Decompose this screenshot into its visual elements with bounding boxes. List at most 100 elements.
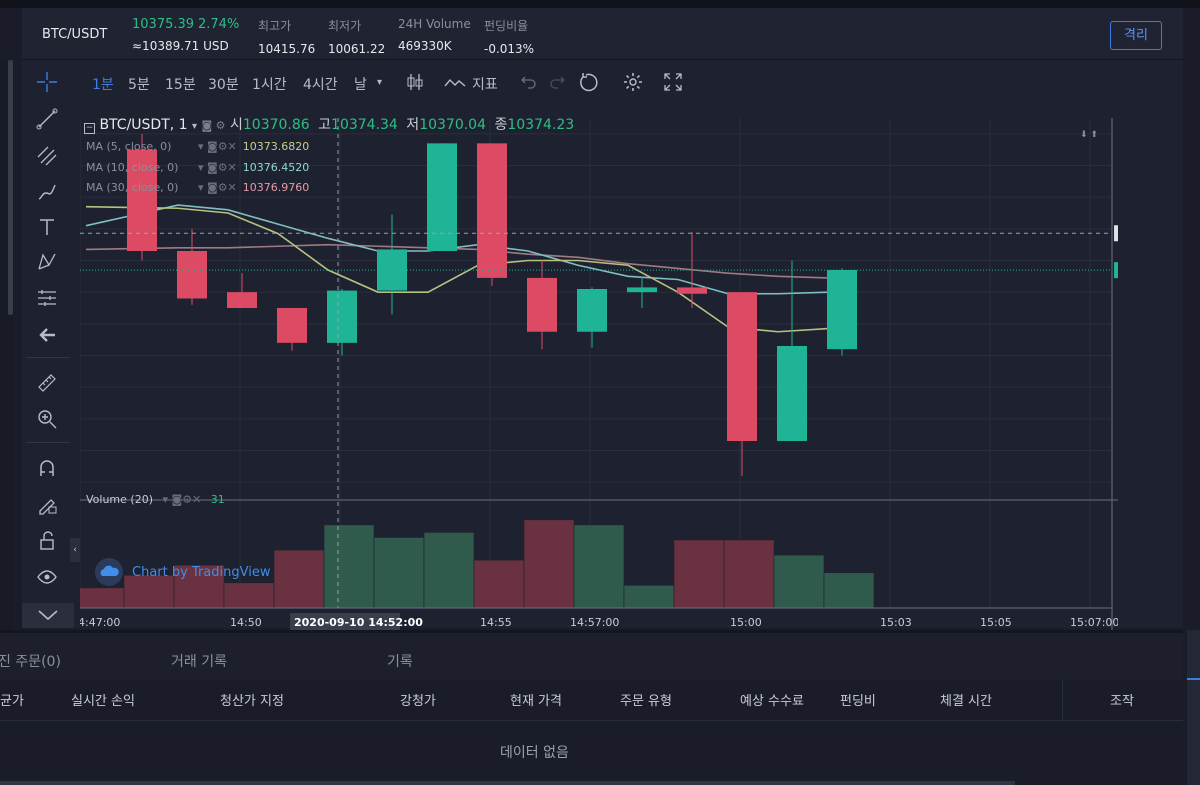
volume-bar (823, 572, 875, 609)
ma-controls-icon: ▾ ◙⚙✕ (198, 140, 237, 153)
indicators-icon[interactable] (444, 74, 466, 90)
stat-label: 최저가 (328, 19, 362, 33)
ma-controls-icon: ▾ ◙⚙✕ (198, 160, 237, 174)
candle-body (677, 287, 707, 294)
redo-icon[interactable] (548, 73, 566, 91)
fullscreen-icon[interactable] (663, 72, 683, 92)
scale-controls-icon[interactable]: ⬇ ⬆ (1080, 130, 1098, 140)
ma-value: 10376.9760 (242, 181, 310, 194)
eye-icon[interactable] (35, 565, 59, 589)
ma-legend-row[interactable]: MA (10, close, 0) ▾ ◙⚙✕ 10376.4520 (86, 158, 309, 179)
timeframe-4h[interactable]: 4시간 (303, 77, 338, 93)
time-tick-label: 15:05 (980, 616, 1012, 629)
stat-funding: 펀딩비율 -0.013% (484, 17, 534, 56)
ma-legend-row[interactable]: MA (5, close, 0) ▾ ◙⚙✕ 10373.6820 (86, 137, 309, 158)
timeframe-1m[interactable]: 1분 (92, 77, 114, 93)
crosshair-icon[interactable] (35, 70, 59, 94)
timeframe-5m[interactable]: 5분 (128, 77, 150, 93)
candle-body (427, 143, 457, 251)
col-fill-time: 체결 시간 (940, 694, 992, 709)
accent-bar (1187, 678, 1200, 680)
last-price-box (1114, 262, 1118, 279)
indicators-button[interactable]: 지표 (472, 77, 498, 93)
header-divider (0, 720, 1183, 721)
col-action: 조작 (1110, 694, 1134, 709)
trend-line-icon[interactable] (35, 107, 59, 131)
column-divider (1062, 680, 1063, 720)
ma-controls-icon: ▾ ◙⚙✕ (198, 181, 237, 194)
price-change: 2.74% (198, 17, 240, 32)
timeframe-1h[interactable]: 1시간 (252, 77, 287, 93)
legend-open: 10370.86 (242, 117, 310, 133)
chevron-down-icon[interactable]: ▾ (377, 77, 383, 88)
candle-body (177, 251, 207, 299)
positions-tabs: 진 주문(0) 거래 기록 기록 (0, 630, 1183, 680)
chevron-down-icon[interactable]: ▾ (192, 121, 198, 132)
horizontal-scrollbar[interactable] (0, 781, 1015, 785)
ma-label: MA (5, close, 0) (86, 140, 172, 153)
candlesticks (127, 133, 857, 476)
volume-bar (373, 537, 425, 609)
volume-bar (773, 554, 825, 609)
collapse-left-icon[interactable]: ‹ (70, 538, 80, 562)
scrollbar-thumb[interactable] (8, 60, 13, 315)
crosshair: 10377.7210375.39 (80, 118, 1118, 608)
candle-type-icon[interactable] (405, 72, 425, 92)
timeframe-15m[interactable]: 15분 (165, 77, 196, 93)
fib-icon[interactable] (35, 144, 59, 168)
candle-body (277, 308, 307, 343)
margin-mode-button[interactable]: 격리 (1110, 21, 1162, 50)
timeframe-day[interactable]: 날 (354, 77, 367, 93)
col-avg-price: 균가 (0, 694, 24, 709)
price-chart[interactable]: 10377.7210375.39 10384.0010382.0010380.0… (80, 104, 1118, 652)
time-tick-label: 15:00 (730, 616, 762, 629)
candle-body (627, 287, 657, 293)
chart-toolbar: 1분 5분 15분 30분 1시간 4시간 날 ▾ 지표 (74, 60, 1183, 104)
legend-buttons-icon[interactable]: ◙ ⚙ (201, 119, 226, 132)
time-tick-label: 14:50 (230, 616, 262, 629)
tab-trade-history[interactable]: 거래 기록 (171, 654, 227, 670)
candle-body (777, 346, 807, 441)
ma-legend-row[interactable]: MA (30, close, 0) ▾ ◙⚙✕ 10376.9760 (86, 178, 309, 199)
measure-lines-icon[interactable] (35, 286, 59, 310)
unlock-icon[interactable] (35, 529, 59, 553)
stat-value: 10061.22 (328, 42, 386, 56)
stat-low: 최저가 10061.22 (328, 17, 385, 56)
collapse-icon[interactable]: − (84, 123, 95, 134)
timeframe-30m[interactable]: 30분 (208, 77, 239, 93)
settings-gear-icon[interactable] (622, 71, 644, 93)
undo-icon[interactable] (520, 73, 538, 91)
toolbar-expand[interactable] (22, 603, 74, 628)
volume-legend[interactable]: Volume (20) ▾ ◙⚙✕ 31 (86, 493, 225, 506)
left-scrollbar[interactable] (0, 60, 14, 630)
legend-symbol[interactable]: BTC/USDT, 1 (99, 117, 188, 133)
legend-high-label: 고 (318, 117, 332, 133)
tab-open-orders[interactable]: 진 주문(0) (0, 654, 61, 670)
arrow-left-icon[interactable] (35, 323, 59, 347)
stat-label: 24H Volume (398, 17, 471, 31)
legend-open-label: 시 (229, 117, 243, 133)
text-tool-icon[interactable] (35, 215, 59, 239)
tab-history[interactable]: 기록 (387, 654, 413, 670)
stat-label: 최고가 (258, 19, 292, 33)
tradingview-watermark[interactable]: Chart by TradingView (94, 557, 270, 587)
stat-high: 최고가 10415.76 (258, 17, 315, 56)
magnet-icon[interactable] (35, 456, 59, 480)
time-tick-label: 14:55 (480, 616, 512, 629)
legend-low-label: 저 (406, 117, 420, 133)
pattern-icon[interactable] (35, 250, 59, 274)
time-tick-label: 2020-09-10 14:52:00 (294, 616, 423, 629)
usd-price: ≈10389.71 USD (132, 39, 229, 53)
toolbar-divider (26, 357, 70, 358)
pair-name[interactable]: BTC/USDT (42, 27, 108, 42)
ruler-icon[interactable] (35, 371, 59, 395)
col-current-price: 현재 가격 (510, 694, 562, 709)
stat-value: -0.013% (484, 42, 535, 56)
reset-icon[interactable] (578, 71, 600, 93)
legend-close-label: 종 (494, 117, 508, 133)
ma-value: 10376.4520 (242, 160, 310, 174)
lock-drawing-icon[interactable] (35, 492, 59, 516)
zoom-icon[interactable] (35, 407, 59, 431)
volume-bar (273, 549, 325, 609)
brush-icon[interactable] (35, 181, 59, 205)
